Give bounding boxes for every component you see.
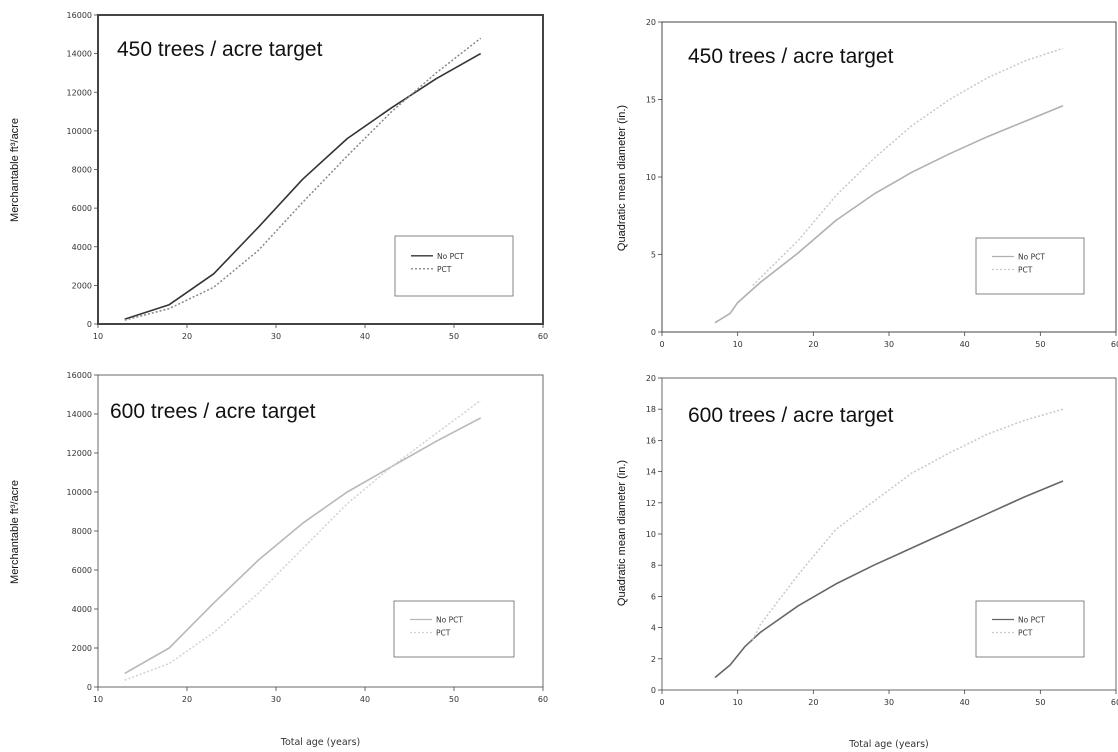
x-tick-label: 20 [182,695,192,704]
y-tick-label: 4000 [72,605,92,614]
y-tick-label: 18 [646,405,656,414]
y-tick-label: 16 [646,436,656,445]
legend-label: No PCT [436,615,463,624]
legend: No PCT PCT [393,600,515,658]
y-tick-label: 14000 [67,50,92,59]
y-tick-label: 4000 [72,243,92,252]
y-tick-label: 16000 [67,11,92,20]
y-tick-label: 6 [651,592,656,601]
x-tick-label: 20 [808,698,818,707]
series-line-pct [752,408,1064,641]
y-tick-label: 2000 [72,644,92,653]
chart-panel-1: 0 2000 4000 6000 8000 10000 12000 14000 16000 10 2… [9,11,548,341]
x-tick-label: 0 [659,340,664,349]
y-tick-label: 5 [651,251,656,260]
legend-box [975,600,1085,658]
x-tick-label: 50 [1035,698,1045,707]
plot-title: 450 trees / acre target [688,45,894,68]
legend-box [394,235,514,297]
x-tick-label: 60 [1111,698,1118,707]
legend-box [975,237,1085,295]
series-line-pct [124,399,482,681]
y-tick-label: 2000 [72,281,92,290]
plot-title: 600 trees / acre target [110,400,316,423]
y-tick-label: 12000 [67,88,92,97]
legend: No PCT PCT [975,600,1085,658]
x-tick-label: 50 [449,695,459,704]
x-tick-label: 0 [659,698,664,707]
y-tick-label: 14000 [67,410,92,419]
y-tick-label: 0 [651,686,656,695]
chart-panel-4: 0 2 4 6 8 10 12 14 16 18 20 0 10 20 30 40 50 60 Quadratic … [616,374,1118,750]
y-tick-label: 20 [646,374,656,383]
legend-label: No PCT [1018,615,1045,624]
y-tick-label: 2 [651,655,656,664]
series-line-no-pct [714,104,1064,324]
x-tick-label: 10 [93,695,103,704]
series-line-no-pct [124,417,482,675]
x-tick-label: 60 [1111,340,1118,349]
y-tick-label: 10 [646,530,656,539]
legend: No PCT PCT [394,235,514,297]
x-tick-label: 40 [360,695,370,704]
series-line-no-pct [124,52,482,320]
series-line-no-pct [714,480,1064,679]
legend-label: PCT [437,265,452,274]
plot-title: 450 trees / acre target [117,38,323,61]
x-tick-label: 10 [733,340,743,349]
y-tick-label: 10000 [67,127,92,136]
y-tick-label: 6000 [72,204,92,213]
x-tick-label: 30 [884,698,894,707]
x-tick-label: 20 [808,340,818,349]
legend-label: No PCT [1018,252,1045,261]
x-tick-label: 30 [271,695,281,704]
legend-box [393,600,515,658]
y-axis-label: Merchantable ft³/acre [9,118,21,222]
legend: No PCT PCT [975,237,1085,295]
x-tick-label: 30 [271,332,281,341]
y-tick-label: 16000 [67,371,92,380]
y-tick-label: 6000 [72,566,92,575]
plot-title: 600 trees / acre target [688,404,894,427]
x-tick-label: 40 [960,340,970,349]
chart-panel-2: 0 5 10 15 20 0 10 20 30 40 50 60 Quadratic mean diam… [616,18,1118,349]
x-tick-label: 30 [884,340,894,349]
y-tick-label: 8 [651,561,656,570]
legend-label: PCT [1018,628,1033,637]
y-tick-label: 4 [651,624,656,633]
legend-label: No PCT [437,252,464,261]
series-line-pct [124,37,482,321]
chart-panel-3: 0 2000 4000 6000 8000 10000 12000 14000 16000 10 2… [9,371,548,748]
x-axis-label: Total age (years) [280,737,360,748]
y-axis-label: Merchantable ft³/acre [9,480,21,584]
x-tick-label: 10 [93,332,103,341]
x-tick-label: 20 [182,332,192,341]
y-tick-label: 15 [646,96,656,105]
x-tick-label: 50 [449,332,459,341]
x-tick-label: 10 [733,698,743,707]
y-tick-label: 0 [651,328,656,337]
y-tick-label: 0 [87,320,92,329]
y-tick-label: 20 [646,18,656,27]
x-tick-label: 40 [960,698,970,707]
legend-label: PCT [1018,265,1033,274]
y-axis-label: Quadratic mean diameter (in.) [616,460,628,606]
y-tick-label: 14 [646,468,656,477]
x-tick-label: 60 [538,695,548,704]
x-tick-label: 40 [360,332,370,341]
x-tick-label: 50 [1035,340,1045,349]
y-tick-label: 8000 [72,527,92,536]
y-tick-label: 12 [646,499,656,508]
x-axis-label: Total age (years) [848,739,928,750]
y-tick-label: 0 [87,683,92,692]
x-tick-label: 60 [538,332,548,341]
series-line-pct [752,47,1064,287]
y-axis-label: Quadratic mean diameter (in.) [616,105,628,251]
y-tick-label: 10 [646,173,656,182]
y-tick-label: 10000 [67,488,92,497]
y-tick-label: 12000 [67,449,92,458]
legend-label: PCT [436,628,451,637]
y-tick-label: 8000 [72,166,92,175]
